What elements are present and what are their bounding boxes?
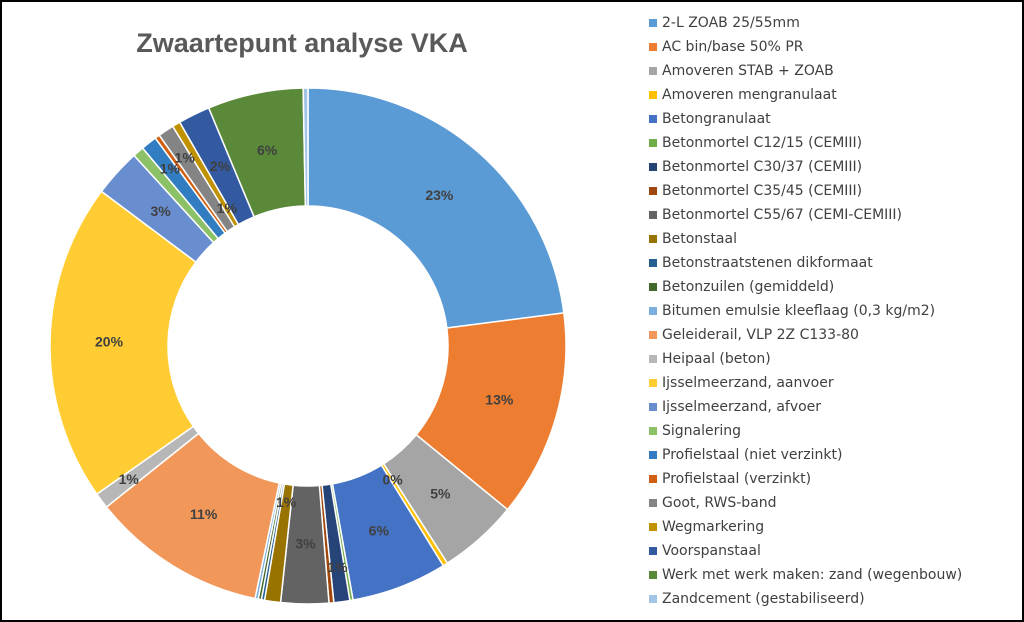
- legend-label: Wegmarkering: [662, 519, 764, 535]
- legend-marker: [649, 163, 657, 171]
- legend-label: Ijsselmeerzand, aanvoer: [662, 375, 834, 391]
- data-label: 1%: [160, 160, 181, 176]
- legend-marker: [649, 427, 657, 435]
- data-label: 20%: [95, 334, 124, 350]
- legend-label: Bitumen emulsie kleeflaag (0,3 kg/m2): [662, 303, 935, 319]
- data-label: 6%: [257, 142, 278, 158]
- legend-label: 2-L ZOAB 25/55mm: [662, 15, 800, 31]
- legend-label: Profielstaal (verzinkt): [662, 471, 811, 487]
- legend-marker: [649, 307, 657, 315]
- legend-label: Betonmortel C30/37 (CEMIII): [662, 159, 862, 175]
- legend-label: Betonmortel C12/15 (CEMIII): [662, 135, 862, 151]
- slice: [302, 87, 309, 207]
- legend-label: Betonzuilen (gemiddeld): [662, 279, 834, 295]
- legend-label: Profielstaal (niet verzinkt): [662, 447, 842, 463]
- legend-marker: [649, 211, 657, 219]
- legend-label: Amoveren STAB + ZOAB: [662, 63, 834, 79]
- legend-label: AC bin/base 50% PR: [662, 39, 804, 55]
- legend-marker: [649, 283, 657, 291]
- legend-marker: [649, 187, 657, 195]
- legend-marker: [649, 499, 657, 507]
- legend-marker: [649, 115, 657, 123]
- data-label: 3%: [295, 536, 316, 552]
- legend-label: Ijsselmeerzand, afvoer: [662, 399, 821, 415]
- legend-marker: [649, 523, 657, 531]
- legend-marker: [649, 355, 657, 363]
- data-label: 1%: [119, 471, 140, 487]
- data-label: 1%: [217, 200, 238, 216]
- legend-label: Amoveren mengranulaat: [662, 87, 837, 103]
- legend-label: Heipaal (beton): [662, 351, 771, 367]
- slice: [307, 87, 565, 329]
- data-label: 23%: [425, 187, 454, 203]
- legend-marker: [649, 91, 657, 99]
- legend-marker: [649, 595, 657, 603]
- legend-label: Goot, RWS-band: [662, 495, 777, 511]
- legend-label: Betonstaal: [662, 231, 737, 247]
- legend-label: Betonmortel C35/45 (CEMIII): [662, 183, 862, 199]
- legend-marker: [649, 403, 657, 411]
- legend-label: Zandcement (gestabiliseerd): [662, 591, 865, 607]
- chart-title: Zwaartepunt analyse VKA: [136, 28, 468, 58]
- data-label: 11%: [190, 506, 218, 522]
- legend-marker: [649, 571, 657, 579]
- legend-marker: [649, 331, 657, 339]
- legend-label: Werk met werk maken: zand (wegenbouw): [662, 567, 962, 583]
- data-label: 6%: [369, 523, 390, 539]
- data-label: 1%: [175, 150, 196, 166]
- legend-label: Signalering: [662, 423, 741, 439]
- legend-marker: [649, 67, 657, 75]
- data-label: 3%: [150, 203, 171, 219]
- data-label: 13%: [485, 392, 514, 408]
- slice: [49, 190, 197, 496]
- data-label: 1%: [327, 559, 348, 575]
- legend-label: Betonmortel C55/67 (CEMI-CEMIII): [662, 207, 902, 223]
- legend-label: Geleiderail, VLP 2Z C133-80: [662, 327, 859, 343]
- legend-marker: [649, 139, 657, 147]
- data-label: 5%: [430, 485, 451, 501]
- legend-label: Voorspanstaal: [662, 543, 761, 559]
- legend-label: Betonstraatstenen dikformaat: [662, 255, 873, 271]
- legend-marker: [649, 235, 657, 243]
- legend-marker: [649, 43, 657, 51]
- legend-marker: [649, 259, 657, 267]
- data-label: 0%: [383, 471, 404, 487]
- data-label: 1%: [276, 494, 297, 510]
- legend-marker: [649, 451, 657, 459]
- legend-label: Betongranulaat: [662, 111, 771, 127]
- legend-marker: [649, 19, 657, 27]
- data-label: 2%: [210, 158, 231, 174]
- legend-marker: [649, 379, 657, 387]
- legend-marker: [649, 547, 657, 555]
- legend-marker: [649, 475, 657, 483]
